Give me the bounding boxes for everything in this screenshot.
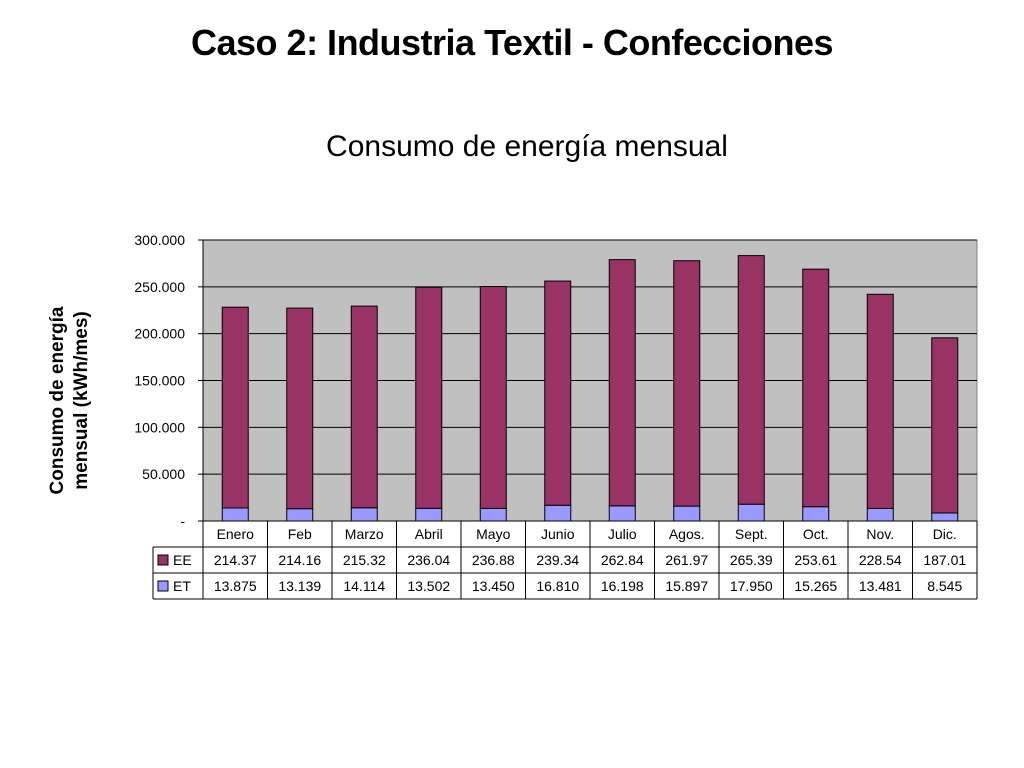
data-label-ee: 236.04 <box>407 552 450 568</box>
bar-ee-4 <box>415 286 443 509</box>
chart-title: Consumo de energía mensual <box>326 130 728 163</box>
bar-et-12 <box>931 512 959 522</box>
data-label-et: 15.897 <box>665 578 708 594</box>
data-label-ee: 214.16 <box>278 552 321 568</box>
bar-et-8 <box>673 505 701 522</box>
bar-ee-3 <box>350 305 378 509</box>
data-label-et: 14.114 <box>343 578 385 594</box>
y-tick-label: 200.000 <box>134 326 185 342</box>
category-label: Enero <box>217 526 255 542</box>
bar-et-2 <box>286 508 314 522</box>
bar-et-6 <box>544 504 572 522</box>
data-label-et: 17.950 <box>730 578 773 594</box>
legend-swatch-ee <box>157 554 169 566</box>
data-label-et: 16.810 <box>536 578 579 594</box>
category-label: Dic. <box>933 526 957 542</box>
data-label-ee: 187.01 <box>923 552 966 568</box>
bar-et-9 <box>737 503 765 522</box>
category-label: Julio <box>608 526 637 542</box>
bar-ee-8 <box>673 260 701 507</box>
category-label: Feb <box>288 526 312 542</box>
legend-label-et: ET <box>173 578 191 594</box>
category-label: Agos. <box>669 526 705 542</box>
plot-area <box>198 239 978 522</box>
data-label-et: 13.502 <box>407 578 450 594</box>
legend-label-ee: EE <box>173 552 192 568</box>
bar-ee-9 <box>737 255 765 505</box>
y-axis-ticks: - 50.000 100.000 150.000 200.000 250.000 300.0… <box>134 232 185 529</box>
data-label-ee: 214.37 <box>214 552 257 568</box>
data-label-et: 13.481 <box>859 578 902 594</box>
data-label-ee: 228.54 <box>859 552 902 568</box>
bar-et-3 <box>350 507 378 522</box>
y-tick-label: 300.000 <box>134 232 185 248</box>
y-tick-label: 150.000 <box>134 373 185 389</box>
bar-ee-7 <box>608 259 636 507</box>
bar-et-11 <box>866 507 894 522</box>
bar-ee-12 <box>931 337 959 514</box>
bar-et-5 <box>479 507 507 522</box>
data-label-ee: 215.32 <box>343 552 386 568</box>
bar-et-7 <box>608 505 636 522</box>
bar-ee-2 <box>286 307 314 510</box>
category-label: Sept. <box>735 526 768 542</box>
data-label-ee: 265.39 <box>730 552 773 568</box>
category-label: Oct. <box>803 526 829 542</box>
data-label-et: 16.198 <box>601 578 644 594</box>
bar-ee-6 <box>544 280 572 506</box>
y-axis-label-line: mensual (kWh/mes) <box>71 311 92 489</box>
category-label: Nov. <box>866 526 894 542</box>
slide-title: Caso 2: Industria Textil - Confecciones <box>191 22 833 63</box>
y-tick-label: 50.000 <box>142 466 185 482</box>
data-label-ee: 239.34 <box>536 552 579 568</box>
y-tick-label: 250.000 <box>134 279 185 295</box>
data-label-et: 13.450 <box>472 578 515 594</box>
bar-ee-10 <box>802 268 830 508</box>
category-label: Abril <box>415 526 443 542</box>
bar-ee-11 <box>866 293 894 509</box>
data-label-ee: 262.84 <box>601 552 644 568</box>
data-label-ee: 236.88 <box>472 552 515 568</box>
legend-swatch-et <box>157 580 169 592</box>
category-label: Marzo <box>345 526 384 542</box>
bar-et-4 <box>415 507 443 522</box>
y-axis-label: Consumo de energía mensual (kWh/mes) <box>47 306 92 494</box>
category-label: Mayo <box>476 526 510 542</box>
data-label-et: 15.265 <box>794 578 837 594</box>
y-axis-label-line: Consumo de energía <box>47 306 68 494</box>
data-label-ee: 253.61 <box>794 552 837 568</box>
category-label: Junio <box>541 526 575 542</box>
data-label-ee: 261.97 <box>665 552 708 568</box>
bar-ee-5 <box>479 286 507 509</box>
bar-et-1 <box>221 507 249 522</box>
data-table: Enero Feb Marzo Abril Mayo Junio Julio Agos. Sep… <box>152 520 978 600</box>
bar-et-10 <box>802 506 830 522</box>
y-tick-label: - <box>180 513 185 529</box>
data-label-et: 8.545 <box>927 578 962 594</box>
bar-ee-1 <box>221 306 249 509</box>
y-tick-label: 100.000 <box>134 419 185 435</box>
data-label-et: 13.139 <box>278 578 321 594</box>
data-label-et: 13.875 <box>214 578 257 594</box>
